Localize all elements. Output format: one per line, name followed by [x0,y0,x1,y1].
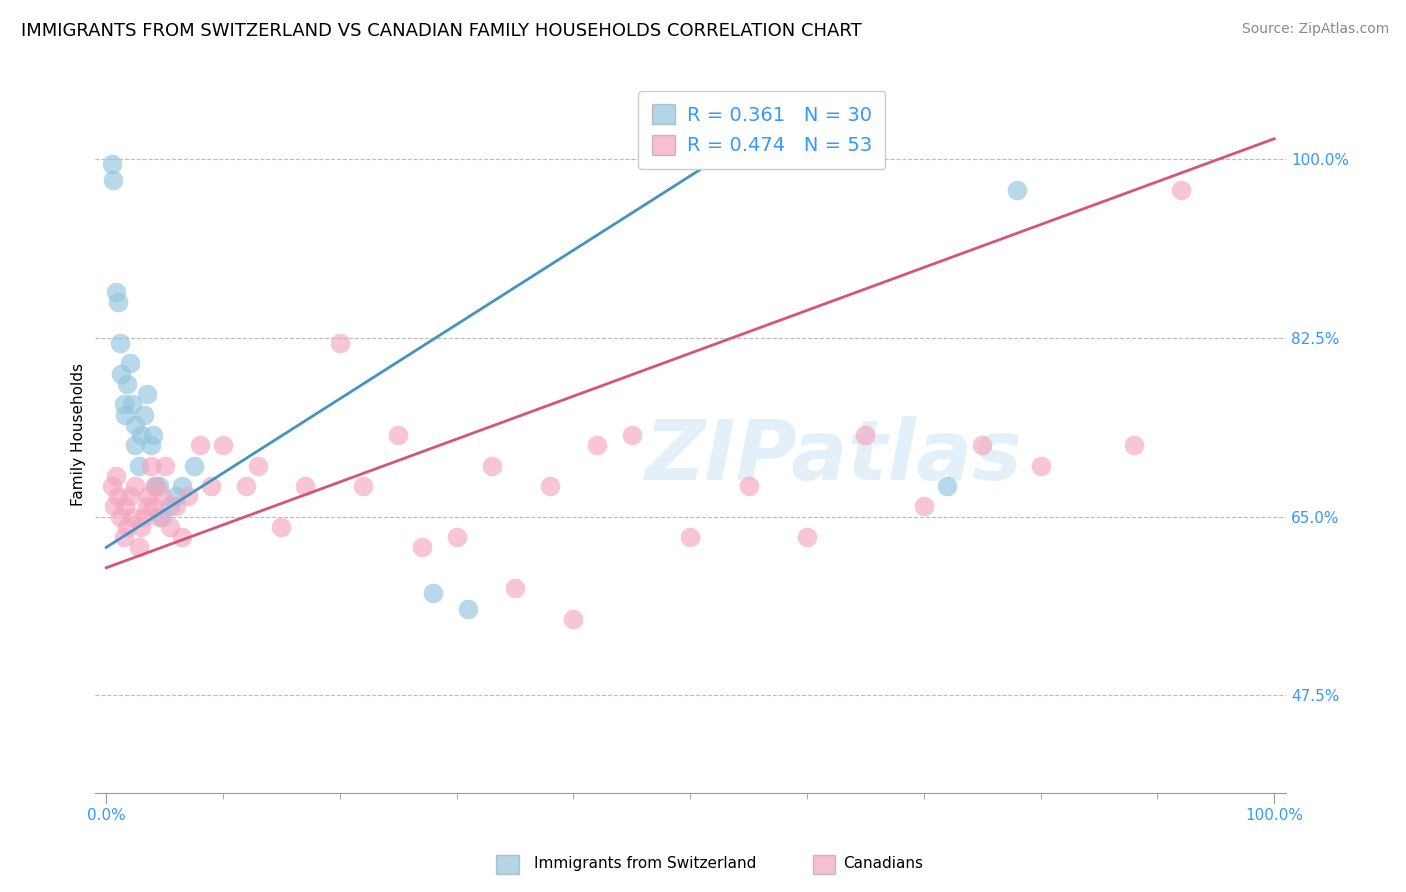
Point [585,438,607,452]
Point [387,428,409,442]
Point [103,500,125,514]
Point [329,336,352,351]
Point [112,397,135,411]
Point [124,417,146,432]
Point [936,479,959,493]
Point [143,479,166,493]
Text: IMMIGRANTS FROM SWITZERLAND VS CANADIAN FAMILY HOUSEHOLDS CORRELATION CHART: IMMIGRANTS FROM SWITZERLAND VS CANADIAN … [21,22,862,40]
Point [143,479,166,493]
Point [1007,183,1029,197]
Point [165,489,187,503]
Point [121,397,143,411]
Text: ZIPatlas: ZIPatlas [644,416,1022,497]
Point [114,500,136,514]
Point [129,520,152,534]
Point [153,458,176,473]
Point [159,500,181,514]
Text: Canadians: Canadians [844,856,924,871]
Point [200,479,222,493]
Point [411,541,433,555]
Point [235,479,257,493]
Point [121,509,143,524]
Point [118,489,141,503]
Point [124,438,146,452]
Point [446,530,468,544]
Point [142,500,165,514]
Point [129,428,152,442]
Text: Immigrants from Switzerland: Immigrants from Switzerland [534,856,756,871]
Point [172,530,194,544]
Point [150,489,173,503]
Point [177,489,200,503]
Point [110,336,132,351]
Point [128,541,150,555]
Point [172,479,194,493]
Y-axis label: Family Households: Family Households [72,363,86,507]
Point [972,438,994,452]
Point [737,479,759,493]
Point [136,387,159,401]
Point [136,500,159,514]
Point [124,479,146,493]
Point [148,509,170,524]
Point [132,408,155,422]
Point [150,509,173,524]
Point [142,428,165,442]
Text: Source: ZipAtlas.com: Source: ZipAtlas.com [1241,22,1389,37]
Point [159,520,181,534]
Point [796,530,818,544]
Point [110,367,132,381]
Point [1029,458,1052,473]
Point [270,520,292,534]
Point [132,509,155,524]
Point [352,479,374,493]
Point [101,479,124,493]
Point [562,612,585,626]
Point [112,530,135,544]
Point [148,479,170,493]
Point [457,601,479,615]
Point [110,509,132,524]
Point [139,438,162,452]
Point [104,468,127,483]
Point [114,408,136,422]
Point [912,500,935,514]
Point [212,438,235,452]
Point [188,438,211,452]
Point [104,285,127,299]
Point [139,458,162,473]
Point [247,458,270,473]
Point [620,428,643,442]
Point [117,376,139,391]
Point [103,172,125,186]
Point [679,530,702,544]
Point [855,428,877,442]
Point [136,489,159,503]
Point [117,520,139,534]
Point [1170,183,1192,197]
Point [107,295,129,310]
Point [128,458,150,473]
Point [538,479,561,493]
Point [118,356,141,370]
Point [503,581,526,595]
Point [101,157,124,171]
Point [481,458,503,473]
Point [183,458,205,473]
Point [294,479,316,493]
Point [422,586,444,600]
Point [165,500,187,514]
Legend: R = 0.361   N = 30, R = 0.474   N = 53: R = 0.361 N = 30, R = 0.474 N = 53 [638,91,886,169]
Point [1123,438,1146,452]
Point [107,489,129,503]
